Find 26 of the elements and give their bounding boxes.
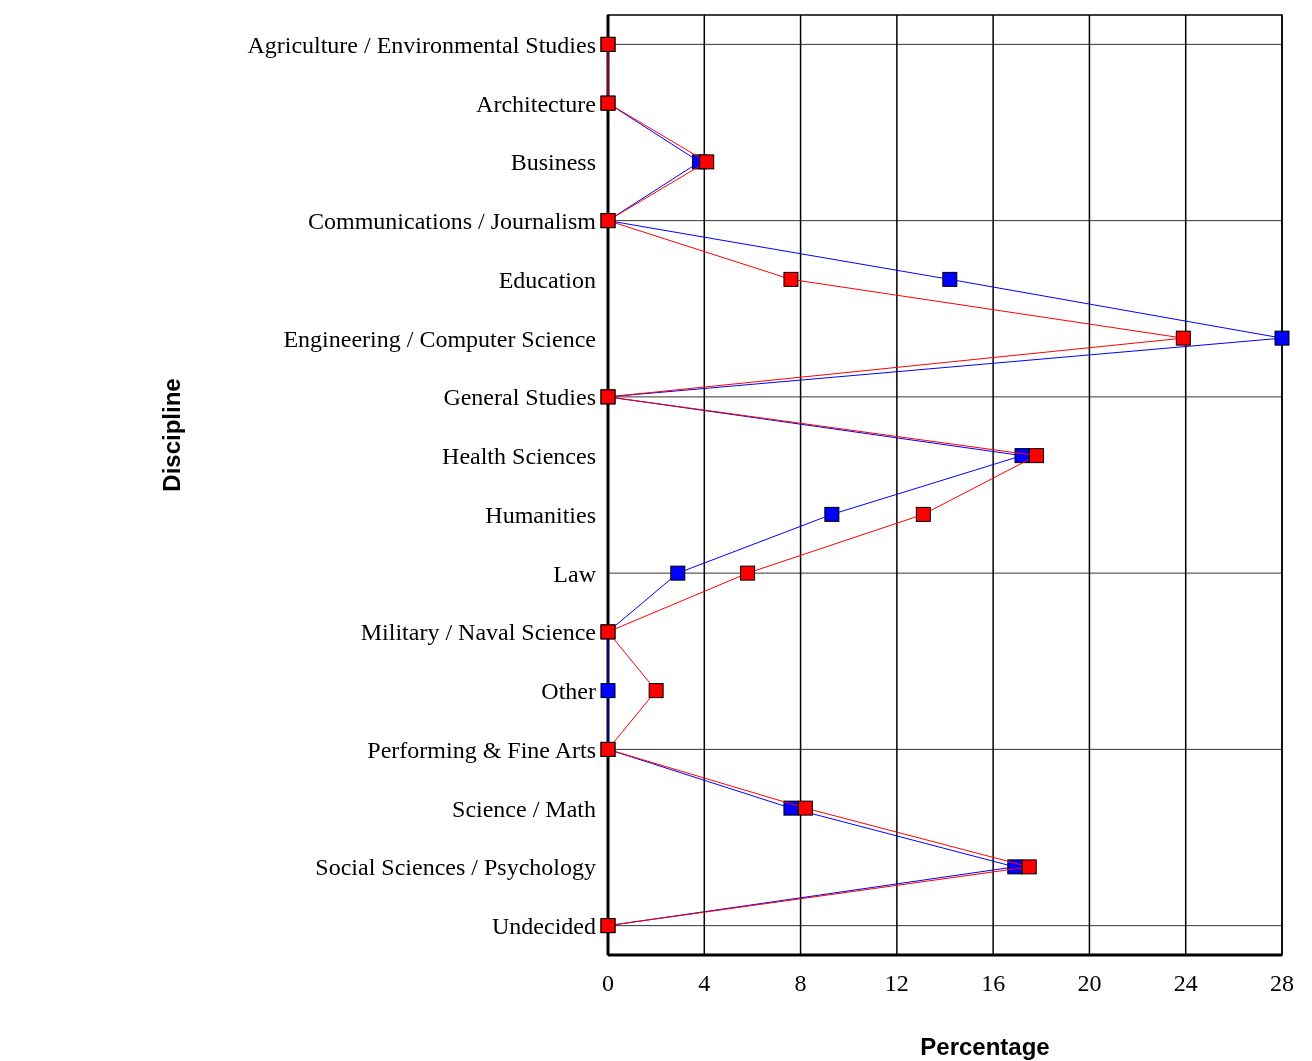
y-tick-label: Education [498,266,596,293]
y-tick-label: Law [553,560,597,587]
y-tick-label: Humanities [485,501,596,528]
x-tick-label: 4 [698,970,711,996]
y-tick-label: Health Sciences [442,443,596,470]
y-tick-label: Social Sciences / Psychology [315,854,596,881]
y-tick-label: Agriculture / Environmental Studies [247,31,596,58]
y-tick-label: General Studies [443,384,596,411]
y-tick-label: Communications / Journalism [308,208,597,235]
x-tick-label: 24 [1173,970,1198,996]
y-tick-label: Engineering / Computer Science [283,325,596,352]
y-tick-label: Business [510,149,596,176]
y-tick-label: Architecture [476,90,596,117]
y-tick-label: Military / Naval Science [360,619,596,646]
x-tick-label: 20 [1077,970,1102,996]
y-axis-title: Discipline [158,378,185,492]
y-tick-label: Performing & Fine Arts [367,736,596,763]
y-tick-label: Undecided [492,913,596,940]
x-tick-label: 16 [981,970,1006,996]
x-tick-label: 0 [602,970,614,996]
x-axis-title: Percentage [920,1033,1050,1060]
x-tick-label: 12 [884,970,909,996]
x-tick-label: 28 [1270,970,1294,996]
x-tick-label: 8 [794,970,807,996]
y-tick-label: Science / Math [452,795,596,822]
y-tick-label: Other [541,678,596,705]
